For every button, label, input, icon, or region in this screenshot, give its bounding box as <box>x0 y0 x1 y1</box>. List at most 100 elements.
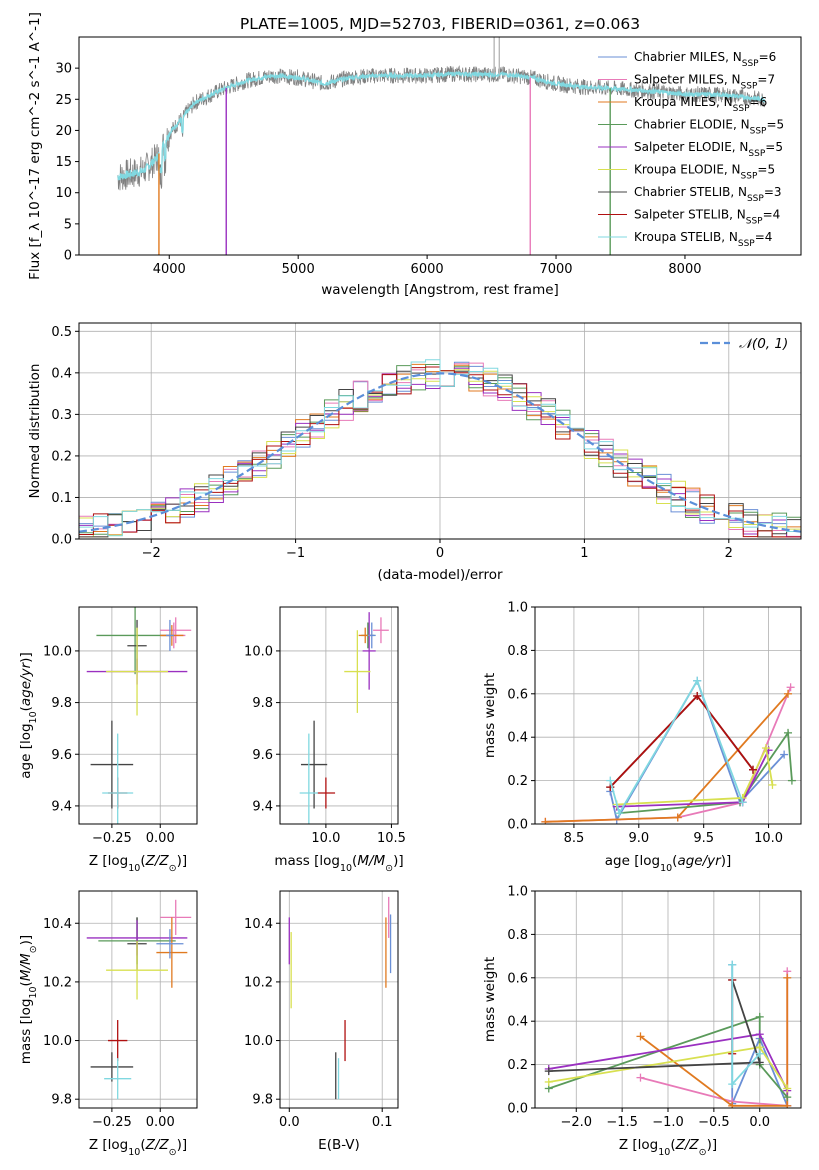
error-bar-point <box>160 617 192 644</box>
axes-frame <box>279 890 399 1109</box>
error-bar-point <box>300 720 328 809</box>
y-tick-label: 10.4 <box>43 917 72 932</box>
y-tick-label: 0.2 <box>507 774 528 789</box>
histogram-steps <box>79 367 801 538</box>
mass-weight-series <box>548 1015 788 1098</box>
axes-frame <box>534 606 802 825</box>
mass-weight-series <box>619 730 793 815</box>
mass_vs_ebv-axes: 0.0 0.1 9.8 10.0 10.2 10.4 E(B-V) <box>244 890 399 1153</box>
x-axis-label: age [log10(age/yr)] <box>605 853 731 874</box>
x-tick-label: 0.00 <box>146 831 175 846</box>
error-bar-point <box>156 917 188 988</box>
x-tick-label: 0.00 <box>146 1115 175 1130</box>
y-tick-label: 5 <box>64 217 72 232</box>
x-tick-label: 9.5 <box>693 831 714 846</box>
error-bar-point <box>102 733 134 824</box>
massweight_vs_Z-plot-area <box>544 960 792 1108</box>
error-bar-point <box>156 929 184 959</box>
error-bar-point <box>362 612 376 690</box>
x-tick-label: 1 <box>580 546 588 561</box>
y-tick-label: 10.0 <box>244 1034 273 1049</box>
y-tick-label: 1.0 <box>507 601 528 616</box>
y-tick-label: 9.8 <box>51 1093 72 1108</box>
y-tick-label: 10 <box>55 186 72 201</box>
error-bar-point <box>367 622 376 649</box>
y-tick-label: 9.8 <box>252 1093 273 1108</box>
x-tick-label: 10.0 <box>311 831 340 846</box>
massweight_vs_age-plot-area <box>541 676 796 824</box>
error-bar-point <box>299 733 319 824</box>
y-tick-label: 0 <box>64 249 72 264</box>
y-tick-label: 20 <box>55 124 72 139</box>
x-tick-label: −2 <box>142 546 161 561</box>
y-tick-label: 9.8 <box>51 696 72 711</box>
x-tick-label: 8000 <box>668 262 701 277</box>
age_vs_Z-axes: −0.25 0.00 9.4 9.6 9.8 10.0 Z [log10(Z/Z⊙)] age… <box>18 606 198 874</box>
x-tick-label: 0 <box>436 546 444 561</box>
x-axis-label: wavelength [Angstrom, rest frame] <box>321 282 559 298</box>
spectrum-plot-area <box>117 37 766 255</box>
y-tick-label: 0.8 <box>507 928 528 943</box>
y-tick-label: 0.3 <box>51 408 72 423</box>
y-tick-label: 0.4 <box>507 731 528 746</box>
x-axis-label: E(B-V) <box>318 1137 360 1153</box>
legend-label: Salpeter ELODIE, NSSP=5 <box>634 140 783 159</box>
x-axis-label: mass [log10(M/M⊙)] <box>274 853 403 874</box>
legend-label: Kroupa STELIB, NSSP=4 <box>634 230 772 249</box>
y-tick-label: 0.1 <box>51 491 72 506</box>
y-axis-label: age [log10(age/yr)] <box>18 652 39 778</box>
y-tick-label: 10.0 <box>244 644 273 659</box>
residual_hist-axes: −2 −1 0 1 2 0.0 0.1 0.2 0.3 0.4 0.5 (data-model)/er… <box>27 322 802 583</box>
y-tick-label: 10.4 <box>244 917 273 932</box>
age_vs_mass-plot-area <box>299 612 389 824</box>
massweight_vs_Z-axes: −2.0 −1.5 −1.0 −0.5 0.0 0.0 0.2 0.4 0.6 0.8 1.0 Z [… <box>482 885 802 1158</box>
legend-label: Kroupa MILES, NSSP=6 <box>634 95 767 114</box>
y-axis-label: mass weight <box>482 673 498 758</box>
residual_hist-plot-area <box>79 359 801 538</box>
mass-weight-series <box>616 745 774 806</box>
mass-weight-series <box>548 979 761 1073</box>
x-tick-label: 0.0 <box>749 1115 770 1130</box>
y-tick-label: 10.0 <box>43 1034 72 1049</box>
y-tick-label: 0.0 <box>507 1102 528 1117</box>
legend-label: Chabrier ELODIE, NSSP=5 <box>634 118 784 137</box>
plots-group: 4000 5000 6000 7000 8000051015202530waveleng… <box>18 12 802 1158</box>
x-tick-label: 6000 <box>411 262 444 277</box>
axes-frame <box>78 606 198 825</box>
x-tick-label: 0.0 <box>279 1115 300 1130</box>
error-bar-point <box>160 899 192 935</box>
x-tick-label: 4000 <box>153 262 186 277</box>
axes-frame <box>78 890 198 1109</box>
x-tick-label: −0.25 <box>92 1115 132 1130</box>
y-axis-label: mass [log10(M/M⊙)] <box>18 935 39 1064</box>
figure-title: PLATE=1005, MJD=52703, FIBERID=0361, z=0… <box>240 15 640 33</box>
error-bar-point <box>316 777 336 809</box>
y-tick-label: 0.6 <box>507 971 528 986</box>
x-tick-label: 10.5 <box>377 831 406 846</box>
y-tick-label: 0.2 <box>51 449 72 464</box>
error-bar-point <box>90 1052 134 1082</box>
x-tick-label: −1.0 <box>652 1115 684 1130</box>
y-axis-label: Normed distribution <box>27 364 43 499</box>
legend-label: 𝒩(0, 1) <box>739 336 788 352</box>
gaussian-curve <box>79 372 801 533</box>
x-tick-label: 5000 <box>282 262 315 277</box>
mass-weight-series <box>639 977 789 1107</box>
legend-label: Salpeter MILES, NSSP=7 <box>634 73 775 92</box>
y-tick-label: 9.6 <box>51 748 72 763</box>
x-axis-label: (data-model)/error <box>377 567 503 583</box>
x-axis-label: Z [log10(Z/Z⊙)] <box>619 1137 717 1158</box>
y-tick-label: 30 <box>55 62 72 77</box>
x-axis-label: Z [log10(Z/Z⊙)] <box>89 853 187 874</box>
x-tick-label: −1 <box>286 546 305 561</box>
x-tick-label: 8.5 <box>564 831 585 846</box>
x-tick-label: −0.5 <box>698 1115 730 1130</box>
mass-weight-series <box>609 678 785 823</box>
spectrum-model-line <box>117 70 766 181</box>
y-tick-label: 0.8 <box>507 644 528 659</box>
y-tick-label: 0.2 <box>507 1058 528 1073</box>
y-tick-label: 25 <box>55 93 72 108</box>
error-bar-point <box>344 630 371 713</box>
y-tick-label: 0.0 <box>507 818 528 833</box>
